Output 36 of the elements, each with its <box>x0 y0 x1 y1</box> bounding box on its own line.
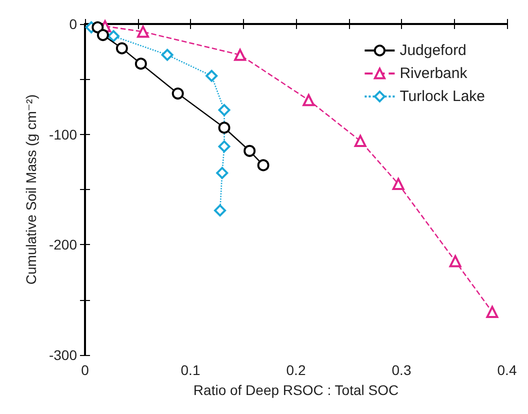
point <box>486 306 498 318</box>
point <box>206 70 218 82</box>
point <box>96 29 109 42</box>
point <box>392 178 404 190</box>
point <box>172 88 184 100</box>
point <box>161 48 174 61</box>
y-tick-label: -200 <box>48 236 78 253</box>
legend-label: Turlock Lake <box>400 88 485 105</box>
point <box>234 48 246 61</box>
point <box>137 26 150 38</box>
point <box>354 134 366 147</box>
y-axis-title: Cumulative Soil Mass (g cm⁻²) <box>23 94 40 285</box>
x-tick-label: 0.1 <box>180 362 200 378</box>
y-tick-label: -100 <box>48 126 78 142</box>
x-tick-label: 0.4 <box>497 362 517 378</box>
point <box>218 140 230 152</box>
legend-label: Judgeford <box>400 42 466 59</box>
point <box>216 166 228 179</box>
point <box>218 104 230 116</box>
y-tick-label: -300 <box>48 347 78 363</box>
point <box>218 122 230 134</box>
point <box>244 144 256 157</box>
point <box>257 159 270 172</box>
x-tick-label: 0.2 <box>286 362 306 378</box>
point <box>302 94 315 106</box>
y-tick-label: 0 <box>69 16 78 32</box>
point <box>214 204 226 216</box>
x-tick-label: 0 <box>81 362 90 378</box>
legend-label: Riverbank <box>400 65 468 82</box>
point <box>116 42 128 54</box>
point <box>107 30 120 42</box>
x-tick-label: 0.3 <box>392 362 412 378</box>
point <box>449 255 462 268</box>
point <box>92 21 104 34</box>
x-axis-title: Ratio of Deep RSOC : Total SOC <box>193 382 399 398</box>
point <box>134 58 147 70</box>
